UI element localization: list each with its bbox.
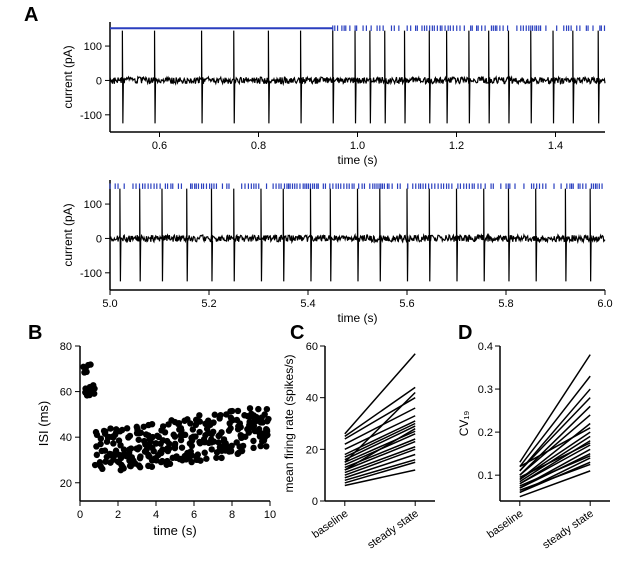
svg-text:1.2: 1.2 bbox=[449, 140, 464, 152]
svg-text:100: 100 bbox=[84, 41, 102, 53]
panel-d-paired: 0.1 0.2 0.3 0.4 baseline steady state CV₁₉ bbox=[452, 336, 636, 561]
svg-text:5.2: 5.2 bbox=[201, 298, 216, 310]
svg-text:1.4: 1.4 bbox=[548, 140, 563, 152]
panel-label-a: A bbox=[24, 4, 38, 27]
svg-text:0.6: 0.6 bbox=[152, 140, 167, 152]
figure-root: A B C D -10001000.60.81.01.21.4time (s)c… bbox=[0, 0, 636, 549]
svg-text:baseline: baseline bbox=[310, 508, 350, 541]
svg-text:0: 0 bbox=[77, 509, 83, 521]
svg-text:8: 8 bbox=[229, 509, 235, 521]
svg-text:0: 0 bbox=[312, 496, 318, 508]
svg-text:-100: -100 bbox=[80, 268, 102, 280]
svg-text:time (s): time (s) bbox=[338, 153, 378, 167]
svg-text:0.4: 0.4 bbox=[478, 341, 493, 353]
svg-text:current (pA): current (pA) bbox=[61, 45, 75, 108]
svg-text:40: 40 bbox=[306, 393, 318, 405]
svg-text:mean firing rate (spikes/s): mean firing rate (spikes/s) bbox=[282, 354, 296, 492]
svg-text:80: 80 bbox=[60, 341, 72, 353]
svg-text:steady state: steady state bbox=[365, 508, 420, 552]
svg-text:time (s): time (s) bbox=[153, 523, 196, 538]
svg-text:4: 4 bbox=[153, 509, 159, 521]
svg-text:5.4: 5.4 bbox=[300, 298, 315, 310]
svg-text:60: 60 bbox=[60, 387, 72, 399]
svg-text:current (pA): current (pA) bbox=[61, 203, 75, 266]
svg-text:20: 20 bbox=[306, 444, 318, 456]
panel-b-scatter: 20 40 60 80 0 2 4 6 8 10 time (s) ISI (ms) bbox=[32, 336, 302, 551]
svg-text:5.6: 5.6 bbox=[399, 298, 414, 310]
svg-text:-100: -100 bbox=[80, 110, 102, 122]
svg-text:5.0: 5.0 bbox=[102, 298, 117, 310]
svg-text:5.8: 5.8 bbox=[498, 298, 513, 310]
svg-text:ISI (ms): ISI (ms) bbox=[36, 401, 51, 447]
svg-text:1.0: 1.0 bbox=[350, 140, 365, 152]
svg-text:10: 10 bbox=[264, 509, 276, 521]
svg-text:40: 40 bbox=[60, 432, 72, 444]
svg-text:6: 6 bbox=[191, 509, 197, 521]
svg-text:CV₁₉: CV₁₉ bbox=[457, 411, 471, 437]
svg-text:0: 0 bbox=[96, 75, 102, 87]
panel-c-paired: 0 20 40 60 baseline steady state mean firing r… bbox=[277, 336, 477, 561]
trace-a1: -100 0 100 0.6 0.8 1.0 1.2 1.4 time (s) current (… bbox=[60, 12, 636, 172]
svg-text:0: 0 bbox=[96, 233, 102, 245]
trace-a2: -100 0 100 5.0 5.2 5.4 5.6 5.8 6.0 time (s) curren… bbox=[60, 170, 636, 330]
svg-text:0.1: 0.1 bbox=[478, 470, 493, 482]
svg-text:6.0: 6.0 bbox=[597, 298, 612, 310]
svg-text:100: 100 bbox=[84, 199, 102, 211]
svg-text:baseline: baseline bbox=[485, 508, 525, 541]
svg-text:0.3: 0.3 bbox=[478, 384, 493, 396]
svg-text:60: 60 bbox=[306, 341, 318, 353]
svg-text:20: 20 bbox=[60, 478, 72, 490]
svg-text:0.2: 0.2 bbox=[478, 427, 493, 439]
svg-text:2: 2 bbox=[115, 509, 121, 521]
svg-text:time (s): time (s) bbox=[338, 311, 378, 325]
svg-text:0.8: 0.8 bbox=[251, 140, 266, 152]
svg-text:steady state: steady state bbox=[540, 508, 595, 552]
